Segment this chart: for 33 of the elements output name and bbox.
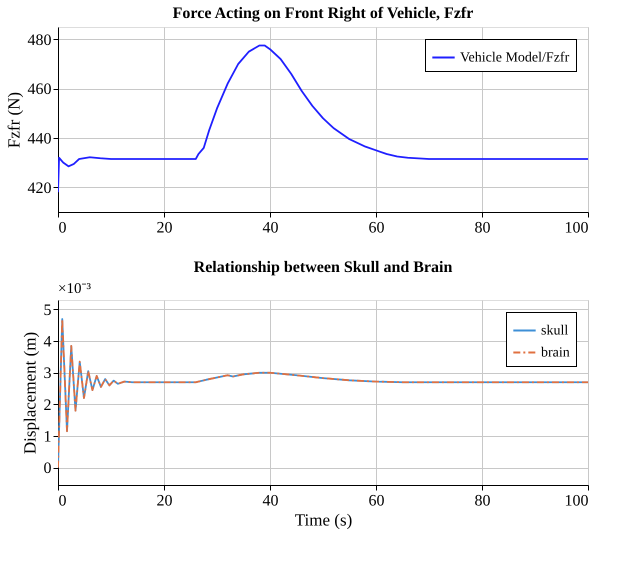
x-tick-label: 0 xyxy=(58,220,66,236)
y-tick-label: 1 xyxy=(44,428,52,446)
y-tick-label: 3 xyxy=(44,365,52,382)
line-series xyxy=(58,44,588,194)
line-series xyxy=(58,318,588,469)
y-tick-label: 420 xyxy=(28,180,52,197)
x-tick-label: 40 xyxy=(262,492,278,510)
y-tick-label: 2 xyxy=(44,396,52,414)
y-tick-label: 0 xyxy=(44,460,52,478)
x-tick-label: 60 xyxy=(368,220,384,236)
x-tick-label: 20 xyxy=(156,492,172,510)
x-tick-label: 20 xyxy=(156,220,172,236)
x-tick-label: 80 xyxy=(474,492,490,510)
y-tick-label: 4 xyxy=(44,334,52,351)
x-tick-label: 0 xyxy=(58,492,66,510)
chart-title: Relationship between Skull and Brain xyxy=(194,259,452,276)
y-tick-label: 480 xyxy=(28,32,52,49)
y-axis-title: Fzfr (N) xyxy=(4,92,24,148)
x-tick-label: 100 xyxy=(564,220,588,236)
y-tick-label: 5 xyxy=(44,302,52,319)
chart-title: Force Acting on Front Right of Vehicle, Fzfr xyxy=(172,5,474,22)
legend-label: brain xyxy=(541,346,570,360)
y-tick-label: 440 xyxy=(28,130,52,148)
text: ×10⁻³ xyxy=(58,281,92,297)
x-tick-label: 60 xyxy=(368,492,384,510)
y-tick-label: 460 xyxy=(28,81,52,98)
x-tick-label: 40 xyxy=(262,220,278,236)
legend-label: Vehicle Model/Fzfr xyxy=(460,50,570,66)
y-axis-title: Displacement (m) xyxy=(20,332,40,454)
legend-label: skull xyxy=(541,324,568,338)
x-tick-label: 100 xyxy=(564,492,588,510)
x-tick-label: 80 xyxy=(474,220,490,236)
x-axis-title: Time (s) xyxy=(294,510,352,530)
